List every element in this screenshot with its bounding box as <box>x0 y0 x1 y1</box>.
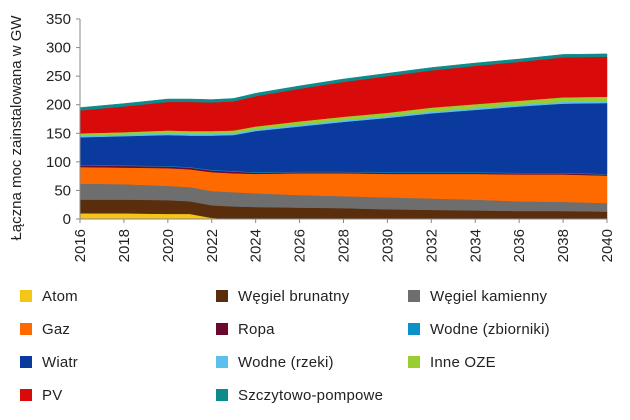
x-tick-label: 2020 <box>160 229 177 262</box>
legend-swatch <box>20 389 32 401</box>
y-tick-label: 350 <box>46 11 71 28</box>
plot-area <box>79 53 608 220</box>
x-tick-label: 2032 <box>423 229 440 262</box>
legend-swatch <box>216 323 228 335</box>
x-tick-label: 2026 <box>292 229 309 262</box>
legend-label: Inne OZE <box>430 353 496 371</box>
legend-swatch <box>20 323 32 335</box>
x-tick-label: 2036 <box>511 229 528 262</box>
legend-label: Wodne (zbiorniki) <box>430 320 550 338</box>
legend-item: Węgiel brunatny <box>216 284 349 308</box>
legend-item: Szczytowo-pompowe <box>216 383 383 407</box>
legend-swatch <box>216 356 228 368</box>
legend-label: Gaz <box>42 320 71 338</box>
y-tick-label: 250 <box>46 68 71 85</box>
y-tick-label: 100 <box>46 154 71 171</box>
legend-item: Ropa <box>216 317 275 341</box>
legend-label: Wodne (rzeki) <box>238 353 334 371</box>
legend-item: Wodne (zbiorniki) <box>408 317 550 341</box>
legend-swatch <box>408 290 420 302</box>
legend-swatch <box>216 290 228 302</box>
x-tick-label: 2038 <box>555 229 572 262</box>
legend-swatch <box>408 323 420 335</box>
y-tick-label: 50 <box>54 182 71 199</box>
y-tick-label: 150 <box>46 125 71 142</box>
x-tick-label: 2016 <box>72 229 89 262</box>
x-tick-label: 2034 <box>467 229 484 262</box>
x-tick-label: 2022 <box>204 229 221 262</box>
legend-swatch <box>20 356 32 368</box>
legend-item: Gaz <box>20 317 70 341</box>
x-tick-label: 2028 <box>336 229 353 262</box>
y-tick-label: 0 <box>63 211 71 228</box>
x-tick-label: 2030 <box>379 229 396 262</box>
legend-swatch <box>408 356 420 368</box>
legend-swatch <box>20 290 32 302</box>
legend-label: Węgiel kamienny <box>430 287 548 305</box>
x-tick-label: 2040 <box>599 229 616 262</box>
legend-label: Atom <box>42 287 78 305</box>
legend-label: Szczytowo-pompowe <box>238 386 384 404</box>
legend-item: Atom <box>20 284 78 308</box>
legend-item: Wiatr <box>20 350 78 374</box>
legend-label: Wiatr <box>42 353 78 371</box>
x-axis: 2016 2018 2020 2022 2024 2026 2028 2030 2032 2034… <box>72 218 616 262</box>
legend-item: Inne OZE <box>408 350 496 374</box>
y-axis-title: Łączna moc zainstalowana w GW <box>8 15 25 241</box>
legend-label: PV <box>42 386 63 404</box>
legend-label: Węgiel brunatny <box>238 287 350 305</box>
legend-swatch <box>216 389 228 401</box>
y-tick-label: 300 <box>46 40 71 57</box>
x-tick-label: 2024 <box>248 229 265 262</box>
legend-item: Wodne (rzeki) <box>216 350 334 374</box>
legend-item: Węgiel kamienny <box>408 284 547 308</box>
legend-item: PV <box>20 383 62 407</box>
y-tick-label: 200 <box>46 97 71 114</box>
area-series-10 <box>79 53 608 111</box>
legend-label: Ropa <box>238 320 275 338</box>
y-axis: 0 50 100 150 200 250 300 350 <box>46 11 81 228</box>
x-tick-label: 2018 <box>116 229 133 262</box>
